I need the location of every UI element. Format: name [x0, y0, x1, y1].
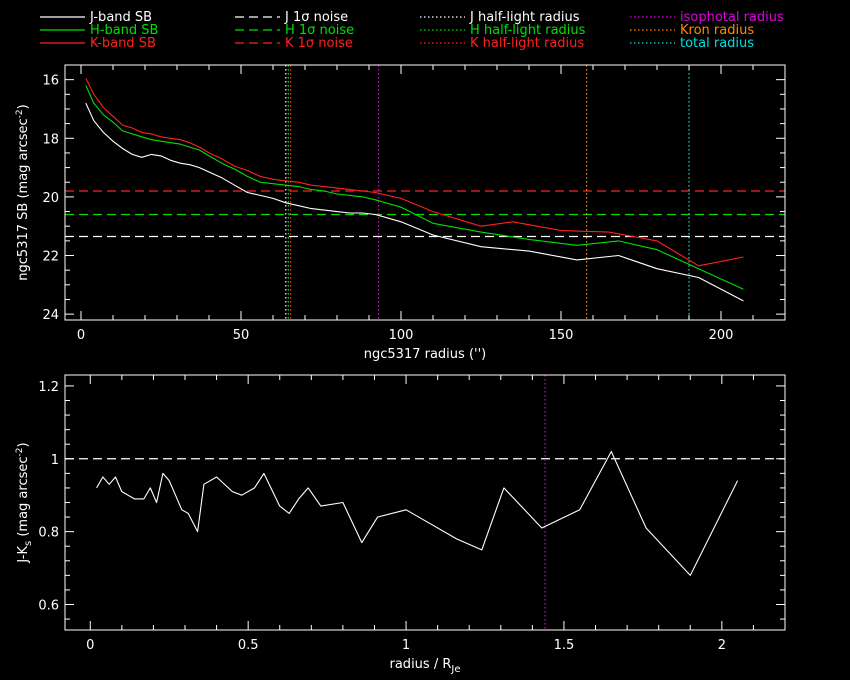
legend-label: J-band SB [89, 10, 152, 25]
legend-label: K half-light radius [470, 36, 584, 51]
legend-label: J half-light radius [469, 10, 580, 25]
x-tick-label: 150 [549, 328, 574, 343]
legend-label: K 1σ noise [285, 36, 353, 51]
x-tick-label: 1 [402, 638, 410, 653]
plot-area [65, 375, 785, 630]
x-tick-label: 200 [709, 328, 734, 343]
y-tick-label: 0.6 [38, 599, 59, 614]
sb-profile-panel: 0 50 100 150 200 16 18 20 22 24 ngc5317 radius (''… [15, 64, 786, 362]
x-axis-label: ngc5317 radius ('') [364, 347, 486, 362]
y-tick-label: 1.2 [38, 380, 59, 395]
series-line [85, 102, 744, 302]
y-tick-label: 18 [42, 132, 59, 147]
y-tick-label: 0.8 [38, 526, 59, 541]
x-tick-label: 100 [389, 328, 414, 343]
x-tick-label: 1.5 [554, 638, 575, 653]
y-tick-label: 22 [42, 250, 59, 265]
legend-label: total radius [680, 36, 754, 51]
y-tick-label: 16 [42, 74, 59, 89]
legend-label: H-band SB [90, 23, 158, 38]
series-line [96, 450, 739, 576]
x-tick-label: 50 [233, 328, 250, 343]
legend-label: Kron radius [680, 23, 754, 38]
color-profile-panel: 0 0.5 1 1.5 2 0.6 0.8 1 1.2 radius / RJe J-Ks (mag… [15, 374, 786, 675]
x-tick-label: 0.5 [238, 638, 259, 653]
legend-label: isophotal radius [680, 10, 784, 25]
x-tick-label: 0 [77, 328, 85, 343]
legend-label: H 1σ noise [285, 23, 354, 38]
legend-label: H half-light radius [470, 23, 586, 38]
series-line [85, 85, 744, 290]
x-tick-label: 2 [718, 638, 726, 653]
y-tick-label: 1 [51, 453, 59, 468]
y-tick-label: 24 [42, 308, 59, 323]
plot-frame [64, 64, 786, 321]
plot-frame [64, 374, 786, 631]
y-tick-label: 20 [42, 191, 59, 206]
x-tick-label: 0 [86, 638, 94, 653]
y-axis-label: ngc5317 SB (mag arcsec-2) [15, 104, 31, 280]
series-line [85, 77, 744, 267]
legend-label: J 1σ noise [284, 10, 348, 25]
y-axis-label: J-Ks (mag arcsec-2) [15, 442, 34, 563]
plot-area [65, 65, 785, 320]
legend-label: K-band SB [90, 36, 156, 51]
x-axis-label: radius / RJe [390, 657, 461, 675]
